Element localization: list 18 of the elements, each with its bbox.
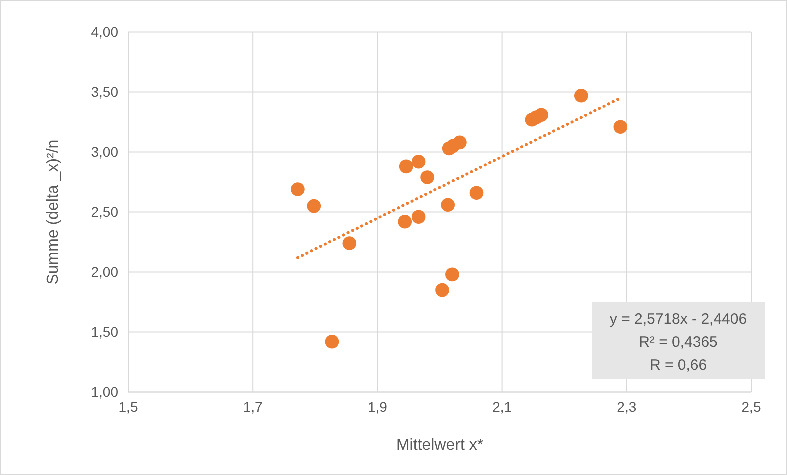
y-tick-label: 1,50 [91,324,119,340]
annotation: R = 0,66 [650,357,708,374]
x-tick-label: 2,3 [617,399,637,416]
y-tick-label: 4,00 [91,24,119,40]
annotation: y = 2,5718x - 2,4406 [610,311,748,328]
y-tick-label: 3,50 [91,84,119,100]
x-tick-label: 2,1 [492,399,512,416]
x-tick-label: 1,9 [368,399,388,416]
x-axis-title: Mittelwert x* [396,437,484,454]
y-tick-label: 2,50 [91,204,119,220]
y-tick-label: 1,00 [91,384,119,400]
x-tick-label: 1,5 [118,399,138,416]
y-tick-label: 3,00 [91,144,119,160]
x-tick-label: 2,5 [742,399,762,416]
y-tick-label: 2,00 [91,264,119,280]
x-tick-label: 1,7 [243,399,264,416]
annotation: R² = 0,4365 [639,334,718,351]
y-axis-title: Summe (delta _x)²/n [45,140,62,285]
